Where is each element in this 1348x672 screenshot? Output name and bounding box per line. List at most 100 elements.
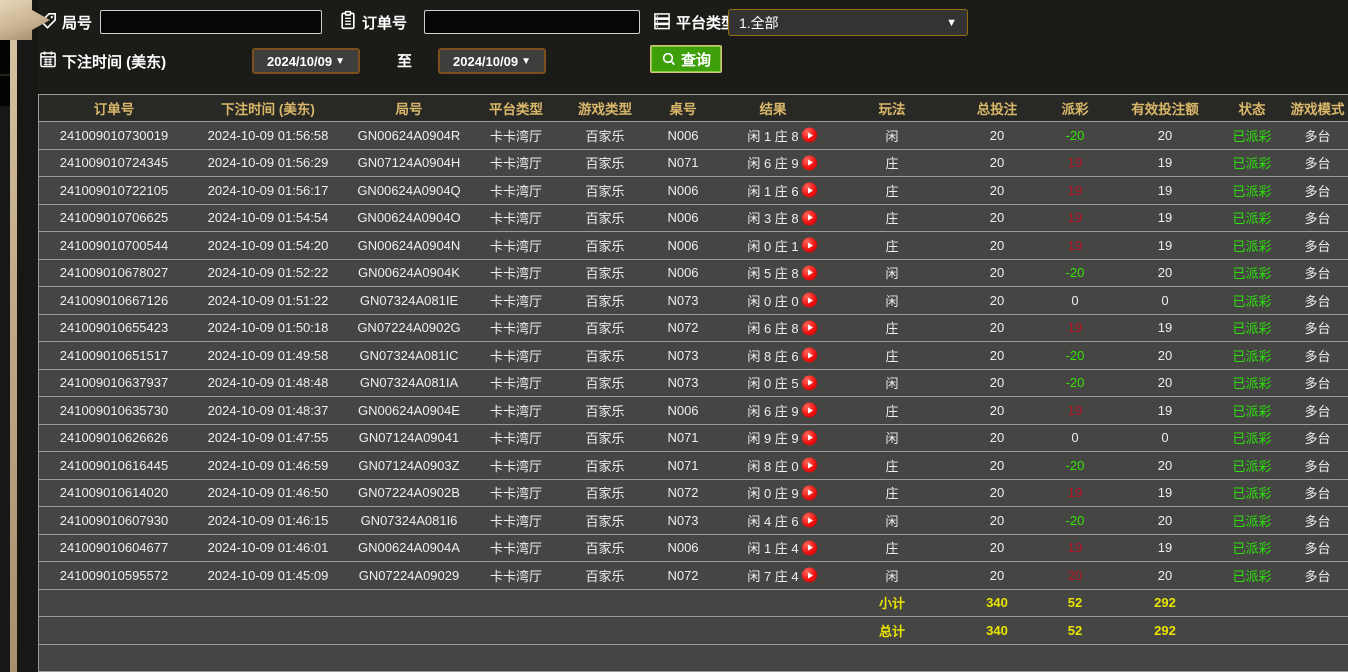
replay-play-icon[interactable] [802,540,817,556]
order-input[interactable] [424,10,640,34]
result-score: 闲 8 庄 0 [747,458,799,474]
round-number: GN07124A0903Z [358,457,460,473]
replay-play-icon[interactable] [802,512,817,528]
table-row[interactable]: 241009010722105 2024-10-09 01:56:17 GN00… [39,177,1348,205]
replay-play-icon[interactable] [802,402,817,418]
calendar-icon [38,49,58,69]
replay-play-icon[interactable] [802,430,817,446]
round-number: GN00624A0904Q [357,182,461,198]
replay-play-icon[interactable] [802,127,817,143]
table-row[interactable]: 241009010724345 2024-10-09 01:56:29 GN07… [39,149,1348,177]
replay-play-icon[interactable] [802,155,817,171]
valid-bet: 19 [1157,485,1173,501]
table-row[interactable]: 241009010678027 2024-10-09 01:52:22 GN00… [39,259,1348,287]
payout-amount: 19 [1067,540,1083,556]
table-row[interactable]: 241009010595572 2024-10-09 01:45:09 GN07… [39,562,1348,590]
empty-row [39,644,1348,672]
valid-bet: 0 [1161,430,1169,446]
replay-play-icon[interactable] [802,265,817,281]
table-row[interactable]: 241009010651517 2024-10-09 01:49:58 GN07… [39,342,1348,370]
status-badge: 已派彩 [1232,211,1272,227]
replay-play-icon[interactable] [802,485,817,501]
payout-amount: 19 [1067,210,1083,226]
valid-bet: 19 [1157,402,1173,418]
table-row[interactable]: 241009010706625 2024-10-09 01:54:54 GN00… [39,204,1348,232]
table-number: N071 [667,430,699,446]
order-number: 241009010616445 [59,457,169,473]
bet-time: 2024-10-09 01:48:37 [207,402,329,418]
game-type: 百家乐 [585,431,625,447]
bet-time: 2024-10-09 01:46:50 [207,485,329,501]
result-score: 闲 1 庄 4 [747,541,799,557]
date-to-select[interactable]: 2024/10/09 ▼ [438,48,546,74]
result-cell: 闲 0 庄 0 [717,291,829,310]
replay-play-icon[interactable] [802,292,817,308]
table-number: N071 [667,155,699,171]
table-row[interactable]: 241009010616445 2024-10-09 01:46:59 GN07… [39,452,1348,480]
table-number: N073 [667,512,699,528]
bet-time: 2024-10-09 01:46:59 [207,457,329,473]
date-from-select[interactable]: 2024/10/09 ▼ [252,48,360,74]
replay-play-icon[interactable] [802,320,817,336]
round-number: GN00624A0904A [358,540,460,556]
table-number: N006 [667,265,699,281]
round-number: GN07324A081IA [359,375,459,391]
table-row[interactable]: 241009010607930 2024-10-09 01:46:15 GN07… [39,507,1348,535]
subtotal-row: 小计 340 52 292 [39,589,1348,617]
game-mode: 多台 [1304,568,1331,584]
status-badge: 已派彩 [1232,458,1272,474]
total-bet: 20 [989,485,1005,501]
chevron-down-icon: ▼ [521,55,531,67]
replay-play-icon[interactable] [802,210,817,226]
round-input[interactable] [100,10,322,34]
table-row[interactable]: 241009010637937 2024-10-09 01:48:48 GN07… [39,369,1348,397]
payout-amount: 0 [1071,292,1079,308]
bet-time: 2024-10-09 01:54:20 [207,237,329,253]
status-badge: 已派彩 [1232,293,1272,309]
replay-play-icon[interactable] [802,375,817,391]
result-cell: 闲 6 庄 9 [717,401,829,420]
col-header-round: 局号 [395,102,423,117]
table-row[interactable]: 241009010614020 2024-10-09 01:46:50 GN07… [39,479,1348,507]
total-bet: 20 [989,567,1005,583]
payout-amount: 19 [1067,182,1083,198]
game-type: 百家乐 [585,348,625,364]
valid-bet: 19 [1157,155,1173,171]
payout-amount: 19 [1067,485,1083,501]
query-button[interactable]: 查询 [650,45,723,73]
payout-amount: 20 [1067,567,1083,583]
replay-play-icon[interactable] [802,237,817,253]
replay-play-icon[interactable] [802,182,817,198]
status-badge: 已派彩 [1232,541,1272,557]
table-row[interactable]: 241009010626626 2024-10-09 01:47:55 GN07… [39,424,1348,452]
table-row[interactable]: 241009010730019 2024-10-09 01:56:58 GN00… [39,122,1348,150]
replay-play-icon[interactable] [802,567,817,583]
platform-name: 卡卡湾厅 [489,458,542,474]
total-bet: 20 [989,457,1005,473]
play-type: 庄 [885,156,899,172]
replay-play-icon[interactable] [802,347,817,363]
subtotal-valid: 292 [1154,595,1176,611]
table-row[interactable]: 241009010655423 2024-10-09 01:50:18 GN07… [39,314,1348,342]
order-number: 241009010604677 [59,540,169,556]
col-header-payout: 派彩 [1061,102,1089,117]
total-bet: 20 [989,155,1005,171]
grand-total-row: 总计 340 52 292 [39,617,1348,645]
game-mode: 多台 [1304,321,1331,337]
total-bet: 20 [989,375,1005,391]
bet-time-label: 下注时间 (美东) [62,54,167,71]
game-type: 百家乐 [585,156,625,172]
total-bet: 20 [989,292,1005,308]
bet-records-table: 订单号 下注时间 (美东) 局号 平台类型 游戏类型 桌号 结果 玩法 总投注 … [38,94,1348,672]
table-row[interactable]: 241009010635730 2024-10-09 01:48:37 GN00… [39,397,1348,425]
platform-type-select[interactable]: 1.全部 ▼ [728,9,968,36]
valid-bet: 19 [1157,237,1173,253]
replay-play-icon[interactable] [802,457,817,473]
col-header-platform: 平台类型 [489,102,543,117]
table-row[interactable]: 241009010667126 2024-10-09 01:51:22 GN07… [39,287,1348,315]
table-row[interactable]: 241009010700544 2024-10-09 01:54:20 GN00… [39,232,1348,260]
left-edge-divider [0,74,10,76]
result-score: 闲 8 庄 6 [747,348,799,364]
table-row[interactable]: 241009010604677 2024-10-09 01:46:01 GN00… [39,534,1348,562]
status-badge: 已派彩 [1232,513,1272,529]
